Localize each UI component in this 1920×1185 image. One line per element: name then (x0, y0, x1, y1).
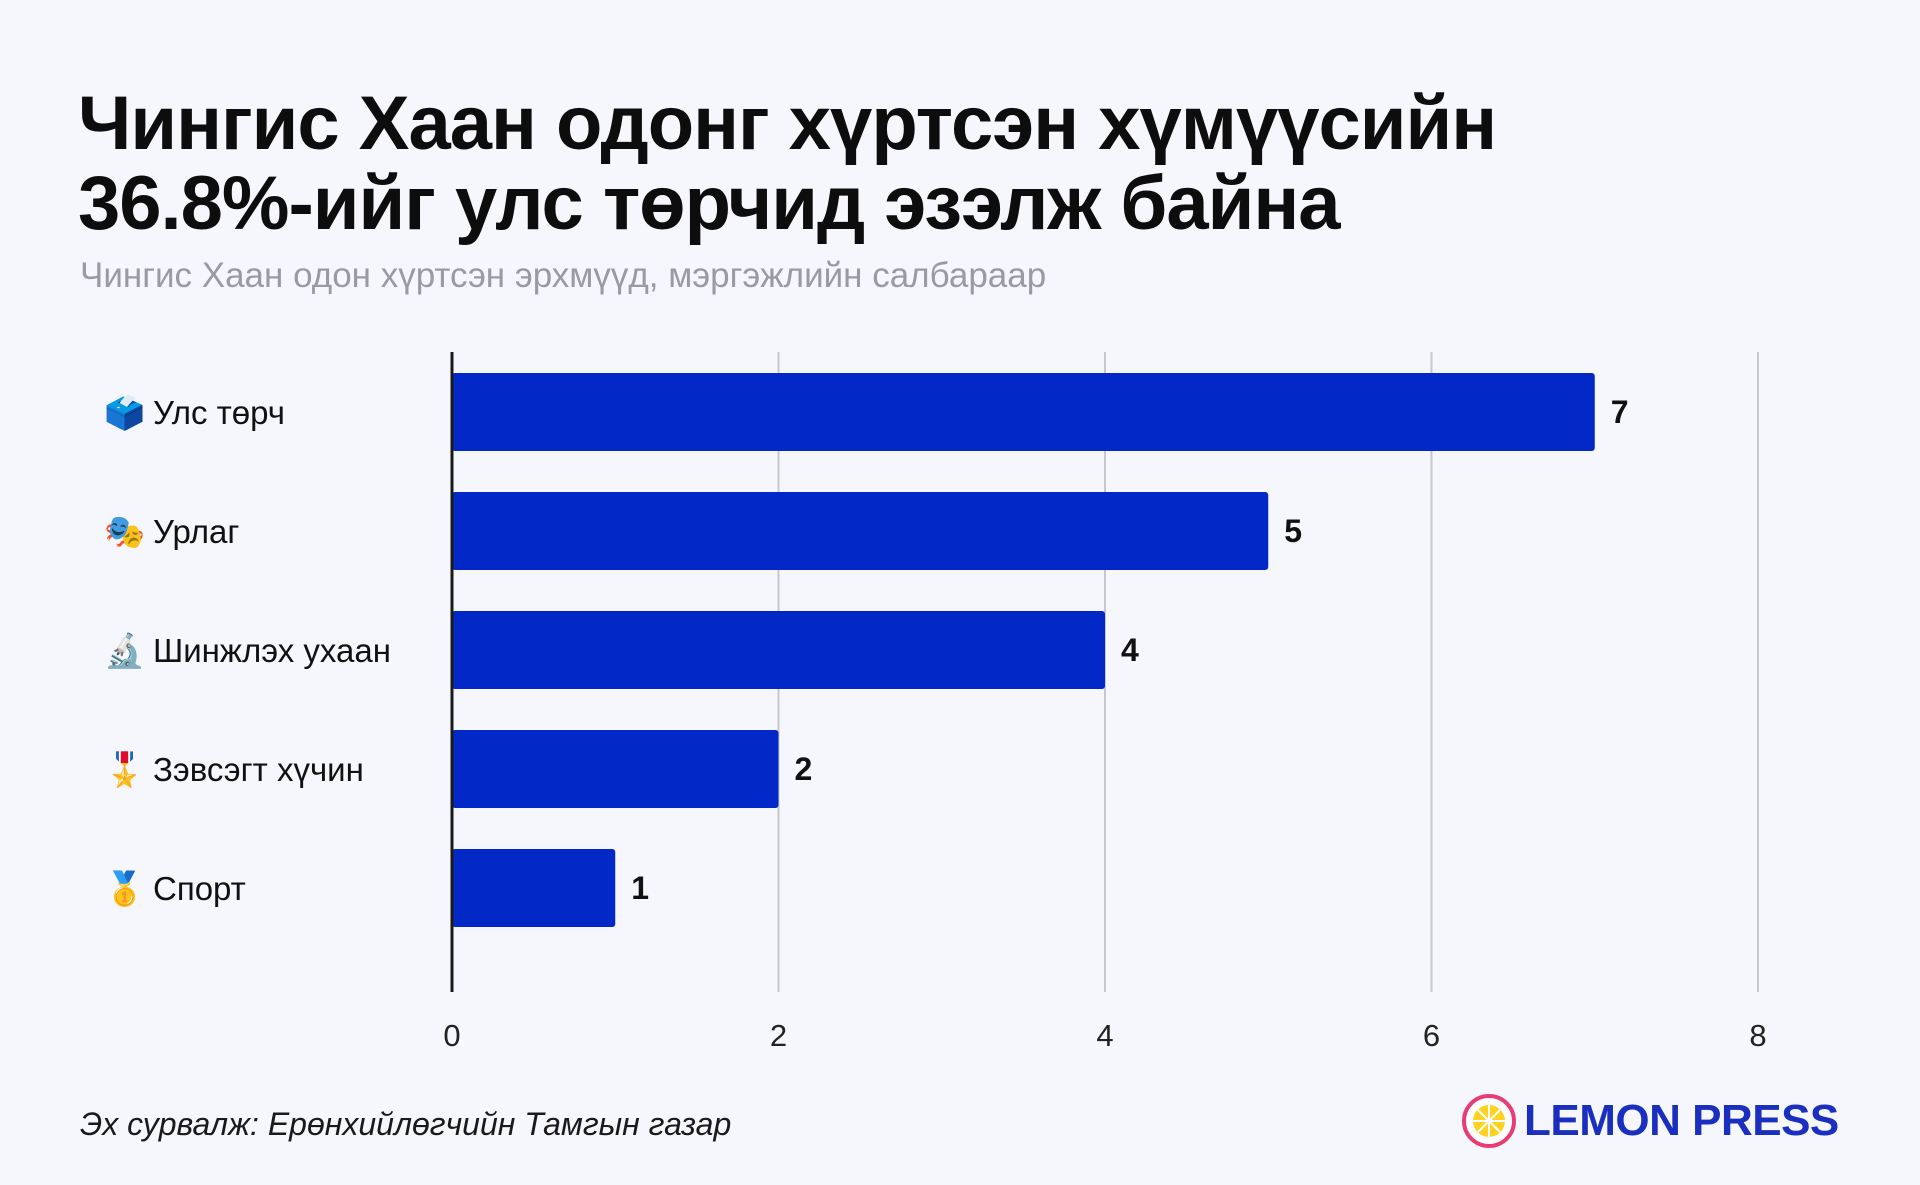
chart-subtitle: Чингис Хаан одон хүртсэн эрхмүүд, мэргэж… (80, 256, 1047, 295)
category-label-0: Улс төрч (153, 394, 285, 431)
bar-1 (452, 492, 1269, 570)
chart-title-line-1: Чингис Хаан одонг хүртсэн хүмүүсийн (78, 81, 1497, 166)
chart-title: Чингис Хаан одонг хүртсэн хүмүүсийн 36.8… (78, 84, 1838, 244)
x-tick-label-2: 4 (1096, 1018, 1113, 1053)
brand-logo: LEMON PRESS (1462, 1090, 1839, 1152)
value-label-1: 5 (1284, 513, 1302, 549)
value-label-2: 4 (1121, 632, 1139, 668)
category-label-3: Зэвсэгт хүчин (153, 751, 364, 788)
bar-0 (452, 373, 1595, 451)
x-tick-label-1: 2 (770, 1018, 787, 1053)
x-tick-label-3: 6 (1423, 1018, 1440, 1053)
bar-4 (452, 849, 616, 927)
value-label-3: 2 (795, 751, 813, 787)
gold-medal-icon: 🥇 (104, 870, 145, 909)
chart-title-line-2: 36.8%-ийг улс төрчид эзэлж байна (78, 161, 1341, 246)
x-tick-label-0: 0 (443, 1018, 460, 1053)
source-note: Эх сурвалж: Ерөнхийлөгчийн Тамгын газар (80, 1106, 732, 1142)
x-tick-label-4: 8 (1749, 1018, 1766, 1053)
microscope-icon: 🔬 (104, 631, 145, 670)
military-medal-icon: 🎖️ (104, 751, 145, 789)
category-label-2: Шинжлэх ухаан (153, 632, 391, 669)
value-label-4: 1 (631, 870, 649, 906)
lemon-icon (1462, 1094, 1516, 1148)
ballot-box-icon: 🗳️ (104, 394, 145, 432)
value-label-0: 7 (1611, 394, 1629, 430)
category-label-1: Урлаг (153, 513, 239, 550)
theater-masks-icon: 🎭 (104, 513, 145, 550)
bar-3 (452, 730, 779, 808)
brand-logo-text: LEMON PRESS (1524, 1096, 1839, 1145)
category-label-4: Спорт (153, 870, 246, 907)
bar-2 (452, 611, 1105, 689)
